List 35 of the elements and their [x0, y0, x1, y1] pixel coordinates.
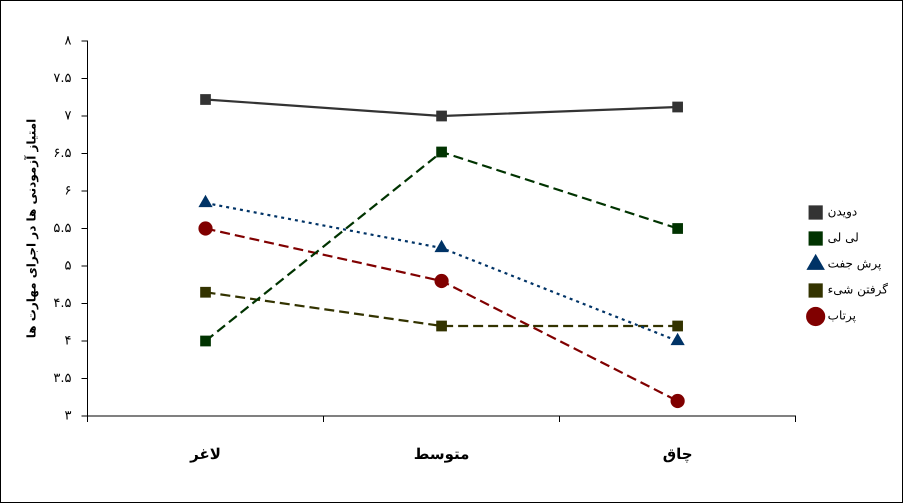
legend-label: دویدن [828, 204, 858, 219]
point [436, 320, 447, 332]
x-tick-label: لاغر [189, 444, 221, 463]
legend-label: لی لی [828, 230, 859, 245]
point [200, 286, 211, 298]
legend-label: گرفتن شیء [828, 282, 888, 297]
y-tick-label: ۳ [64, 408, 72, 424]
point [434, 274, 449, 288]
y-tick-label: ۴ [64, 333, 72, 348]
point [198, 221, 213, 236]
y-tick-label: ۷.۵ [53, 70, 72, 86]
x-tick-label: چاق [662, 444, 693, 463]
point [672, 223, 683, 234]
y-tick-label: ۶ [64, 183, 72, 198]
y-tick-label: ۷ [64, 108, 72, 124]
point [435, 240, 448, 252]
point [436, 110, 447, 122]
y-tick-label: ۴.۵ [53, 296, 72, 311]
point [200, 336, 211, 346]
point [436, 146, 447, 158]
point [672, 320, 683, 332]
y-tick-label: ۵ [64, 258, 72, 274]
legend-label: پرش جفت [828, 256, 882, 271]
y-axis-title: امتیاز آزمودنی ها در اجرای مهارت ها [23, 118, 38, 338]
point [670, 394, 685, 408]
y-tick-label: ۳.۵ [53, 370, 72, 386]
legend-label: پرتاب [828, 308, 856, 323]
y-tick-label: ۵.۵ [53, 220, 72, 236]
point [671, 334, 684, 346]
y-tick-label: ۸ [64, 33, 72, 48]
y-tick-label: ۶.۵ [53, 146, 72, 161]
point [672, 102, 683, 112]
point [200, 94, 211, 105]
x-tick-label: متوسط [414, 444, 470, 463]
point [199, 196, 212, 208]
